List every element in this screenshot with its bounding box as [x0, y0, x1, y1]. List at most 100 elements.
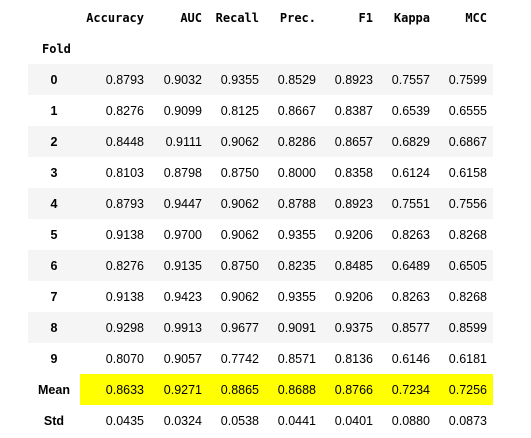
table-cell: 0.8263 — [391, 227, 430, 242]
table-cell: 0.8358 — [334, 165, 373, 180]
table-cell: 0.8599 — [436, 312, 493, 343]
table-cell: 0.0441 — [277, 413, 316, 428]
table-row: 2 0.8448 0.9111 0.9062 0.8286 0.8657 0.6829 0.6… — [28, 126, 493, 157]
table-cell: 0.9138 — [105, 289, 144, 304]
table-cell: 0.9057 — [163, 351, 202, 366]
table-cell: 0.8263 — [391, 289, 430, 304]
table-cell: 0.9677 — [208, 312, 265, 343]
table-row: 1 0.8276 0.9099 0.8125 0.8667 0.8387 0.6539 0.6… — [28, 95, 493, 126]
row-index-label: 5 — [50, 227, 58, 242]
table-cell: 0.9111 — [150, 126, 208, 157]
table-cell: 0.9355 — [277, 289, 316, 304]
row-index-label: Std — [43, 413, 65, 428]
table-cell: 0.9298 — [80, 312, 150, 343]
column-header-row: Accuracy AUC Recall Prec. F1 Kappa MCC — [28, 2, 493, 33]
header-blank-cell — [28, 2, 80, 33]
table-cell: 0.7557 — [379, 64, 436, 95]
table-cell: 0.8793 — [80, 188, 150, 219]
table-cell: 0.8750 — [208, 250, 265, 281]
table-row: 7 0.9138 0.9423 0.9062 0.9355 0.9206 0.8263 0.8… — [28, 281, 493, 312]
table-cell: 0.8923 — [322, 64, 379, 95]
row-index-label: 4 — [28, 188, 80, 219]
table-cell: 0.8268 — [448, 227, 487, 242]
row-index-label: Mean — [28, 374, 80, 405]
table-row: 5 0.9138 0.9700 0.9062 0.9355 0.9206 0.8263 0.8… — [28, 219, 493, 250]
row-index-label: 2 — [28, 126, 80, 157]
table-cell: 0.8103 — [105, 165, 144, 180]
index-name-row: Fold — [28, 33, 493, 64]
table-cell: 0.8798 — [163, 165, 202, 180]
table-cell: 0.0873 — [448, 413, 487, 428]
table-cell: 0.8688 — [265, 374, 322, 405]
index-name-spacer — [208, 33, 265, 64]
table-cell: 0.8657 — [322, 126, 379, 157]
table-cell: 0.8788 — [265, 188, 322, 219]
table-cell: 0.6124 — [391, 165, 430, 180]
table-cell: 0.8923 — [322, 188, 379, 219]
table-cell: 0.6539 — [391, 103, 430, 118]
table-cell: 0.8276 — [105, 103, 144, 118]
table-cell: 0.0538 — [220, 413, 259, 428]
table-cell: 0.8276 — [80, 250, 150, 281]
table-cell: 0.8633 — [80, 374, 150, 405]
table-cell: 0.8750 — [220, 165, 259, 180]
column-header-kappa: Kappa — [393, 10, 430, 25]
table-cell: 0.6181 — [448, 351, 487, 366]
table-cell: 0.8667 — [277, 103, 316, 118]
table-cell: 0.9423 — [163, 289, 202, 304]
table-row: 0 0.8793 0.9032 0.9355 0.8529 0.8923 0.7557 0.7… — [28, 64, 493, 95]
index-name-spacer — [322, 33, 379, 64]
table-cell: 0.9062 — [220, 227, 259, 242]
table-cell: 0.6867 — [436, 126, 493, 157]
table-cell: 0.9206 — [334, 289, 373, 304]
table-cell: 0.8766 — [322, 374, 379, 405]
table-row: 9 0.8070 0.9057 0.7742 0.8571 0.8136 0.6146 0.6… — [28, 343, 493, 374]
table-cell: 0.8865 — [208, 374, 265, 405]
column-header-mcc: MCC — [465, 10, 487, 25]
table-cell: 0.9062 — [208, 188, 265, 219]
table-cell: 0.7556 — [436, 188, 493, 219]
table-cell: 0.6146 — [391, 351, 430, 366]
index-name-spacer — [80, 33, 150, 64]
table-cell: 0.8235 — [265, 250, 322, 281]
table-row: 3 0.8103 0.8798 0.8750 0.8000 0.8358 0.6124 0.6… — [28, 157, 493, 188]
table-cell: 0.6505 — [436, 250, 493, 281]
table-cell: 0.8268 — [448, 289, 487, 304]
table-cell: 0.9700 — [163, 227, 202, 242]
table-cell: 0.9099 — [163, 103, 202, 118]
table-cell: 0.9091 — [265, 312, 322, 343]
table-cell: 0.6158 — [448, 165, 487, 180]
table-cell: 0.9206 — [334, 227, 373, 242]
index-name-spacer — [265, 33, 322, 64]
column-header-accuracy: Accuracy — [86, 10, 144, 25]
row-index-label: 6 — [28, 250, 80, 281]
table-cell: 0.9447 — [150, 188, 208, 219]
table-cell: 0.8000 — [277, 165, 316, 180]
table-cell: 0.8529 — [265, 64, 322, 95]
row-index-label: 0 — [28, 64, 80, 95]
table-cell: 0.8485 — [322, 250, 379, 281]
table-cell: 0.9135 — [150, 250, 208, 281]
row-index-label: 7 — [50, 289, 58, 304]
table-cell: 0.9913 — [150, 312, 208, 343]
table-cell: 0.9355 — [208, 64, 265, 95]
column-header-auc: AUC — [180, 10, 202, 25]
index-name-spacer — [436, 33, 493, 64]
table-cell: 0.8136 — [334, 351, 373, 366]
table-cell: 0.0324 — [163, 413, 202, 428]
table-cell: 0.8125 — [220, 103, 259, 118]
table-row: 8 0.9298 0.9913 0.9677 0.9091 0.9375 0.8577 0.8… — [28, 312, 493, 343]
table-body: 0 0.8793 0.9032 0.9355 0.8529 0.8923 0.7557 0.7… — [28, 64, 493, 436]
index-name-spacer — [150, 33, 208, 64]
index-name-label: Fold — [42, 41, 71, 56]
table-row: 6 0.8276 0.9135 0.8750 0.8235 0.8485 0.6489 0.6… — [28, 250, 493, 281]
table-cell: 0.8448 — [80, 126, 150, 157]
row-index-label: 1 — [50, 103, 58, 118]
column-header-recall: Recall — [215, 10, 259, 25]
cross-validation-results-table: Accuracy AUC Recall Prec. F1 Kappa MCC F… — [28, 2, 493, 436]
column-header-f1: F1 — [358, 10, 373, 25]
table-cell: 0.9271 — [150, 374, 208, 405]
index-name-spacer — [379, 33, 436, 64]
row-index-label: 8 — [28, 312, 80, 343]
table-cell: 0.6555 — [448, 103, 487, 118]
